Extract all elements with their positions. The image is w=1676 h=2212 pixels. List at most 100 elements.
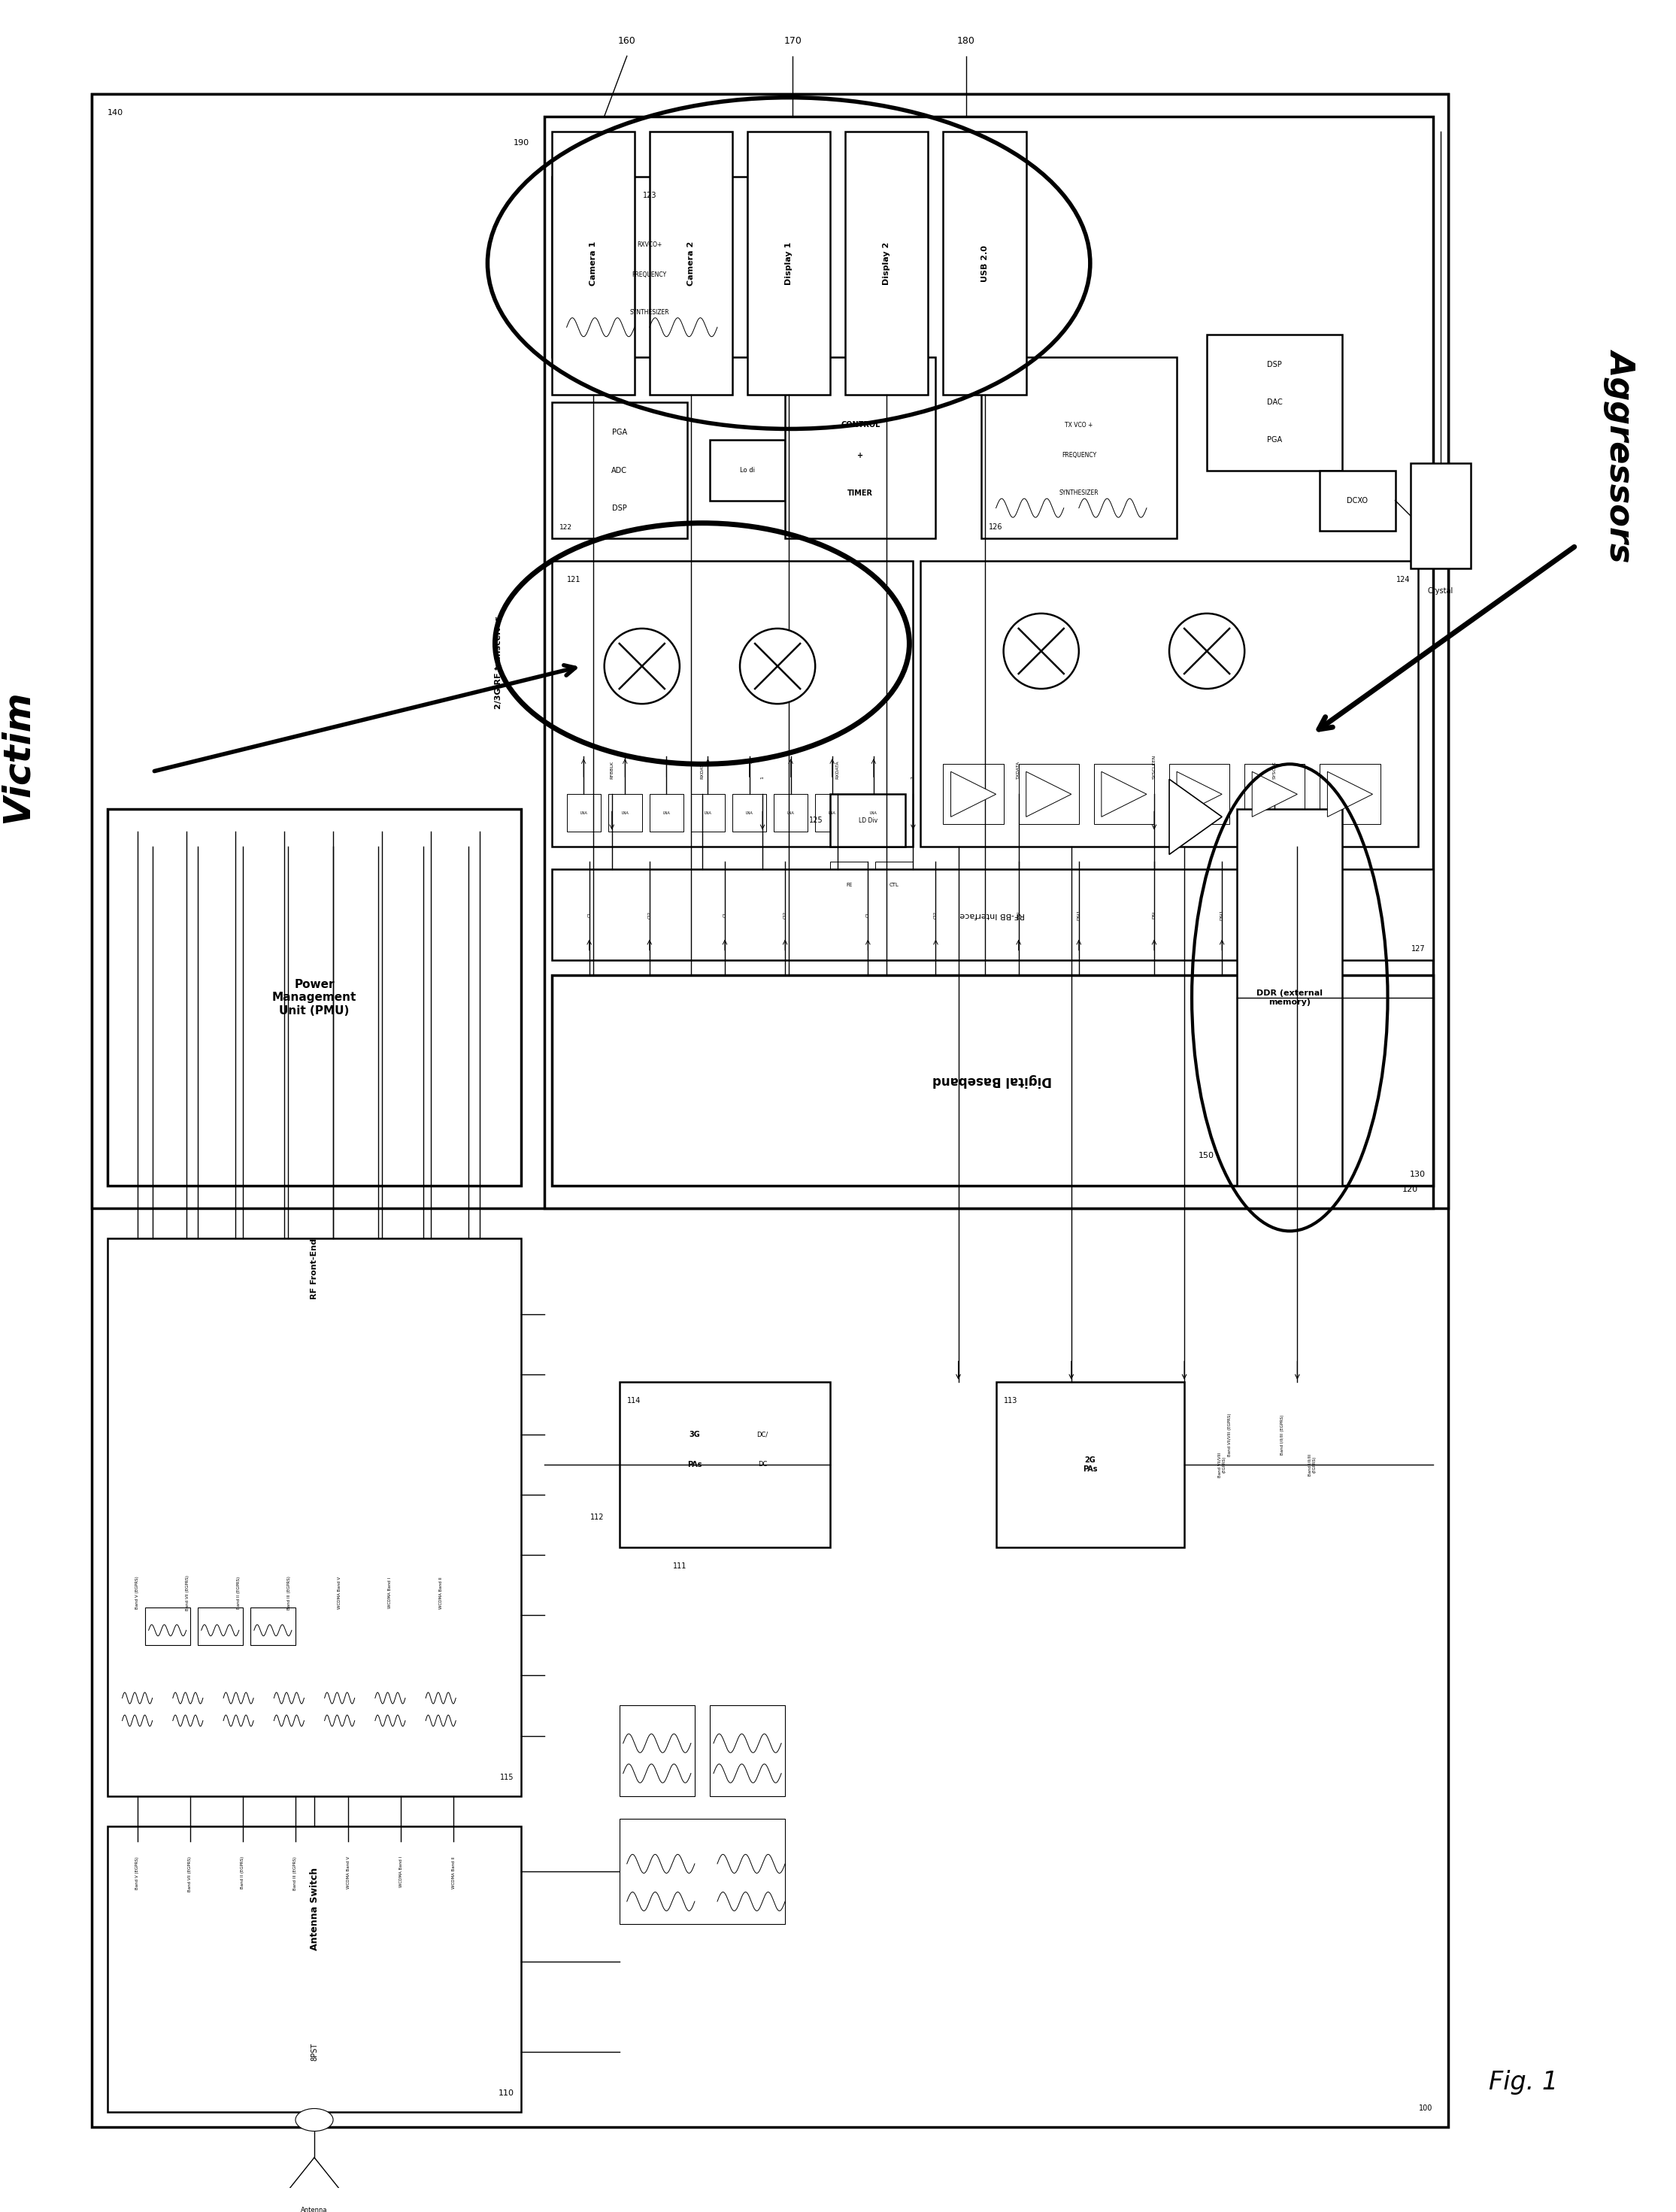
Text: 100: 100	[1420, 2106, 1433, 2112]
Bar	[551, 560, 913, 847]
Bar	[1170, 763, 1230, 825]
Bar	[551, 131, 635, 396]
Bar	[1321, 471, 1394, 531]
Text: Band III (EGPRS): Band III (EGPRS)	[287, 1575, 292, 1610]
Text: WCDMA Band II: WCDMA Band II	[453, 1856, 456, 1889]
Text: TX VCO +: TX VCO +	[1064, 422, 1093, 429]
Text: 122: 122	[560, 524, 572, 531]
Text: LNA: LNA	[746, 812, 753, 814]
Text: DSI: DSI	[1017, 911, 1021, 918]
Text: DSP: DSP	[1267, 361, 1282, 369]
Text: Power
Management
Unit (PMU): Power Management Unit (PMU)	[272, 980, 357, 1015]
Text: Camera 2: Camera 2	[687, 241, 694, 285]
Text: Band II (EGPRS): Band II (EGPRS)	[241, 1856, 245, 1889]
Text: ADC: ADC	[612, 467, 627, 473]
Text: LD Div: LD Div	[858, 816, 877, 823]
Bar	[784, 358, 935, 538]
Bar	[608, 794, 642, 832]
Text: Band VII (EGPRS): Band VII (EGPRS)	[186, 1575, 189, 1610]
Polygon shape	[1177, 772, 1222, 816]
Text: PGA: PGA	[612, 429, 627, 436]
Text: LNA: LNA	[622, 812, 628, 814]
Text: CTL: CTL	[890, 883, 898, 887]
Text: LNA: LNA	[828, 812, 836, 814]
Text: DSI1: DSI1	[1078, 909, 1081, 920]
Text: CONTROL: CONTROL	[841, 420, 880, 429]
Bar	[92, 93, 1448, 2128]
Text: RXDATA: RXDATA	[836, 761, 840, 779]
Text: PGA: PGA	[1267, 436, 1282, 445]
Text: SYNTHESIZER: SYNTHESIZER	[630, 310, 669, 316]
Bar	[144, 1608, 189, 1646]
Bar	[551, 177, 747, 358]
Bar	[620, 1382, 830, 1548]
Text: Band II (EGPRS): Band II (EGPRS)	[236, 1577, 240, 1608]
Text: LNA: LNA	[662, 812, 670, 814]
Text: DAC: DAC	[1267, 398, 1282, 407]
Text: Band V (EGPRS): Band V (EGPRS)	[136, 1856, 139, 1889]
Text: SYSCLKEN: SYSCLKEN	[1153, 754, 1156, 779]
Text: RXVCO+: RXVCO+	[637, 241, 662, 248]
Text: 125: 125	[810, 816, 823, 825]
Bar	[1207, 334, 1342, 471]
Text: 114: 114	[627, 1396, 640, 1405]
Text: 124: 124	[1396, 575, 1410, 584]
Text: DSI: DSI	[1153, 911, 1156, 918]
Bar	[551, 403, 687, 538]
Polygon shape	[1252, 772, 1297, 816]
Text: 140: 140	[107, 108, 122, 117]
Text: RXDATA: RXDATA	[701, 761, 704, 779]
Bar	[545, 117, 1433, 1208]
Bar	[996, 1382, 1185, 1548]
Bar	[250, 1608, 295, 1646]
Text: 121: 121	[566, 575, 580, 584]
Bar	[980, 358, 1177, 538]
Text: Band VII (EGPRS): Band VII (EGPRS)	[188, 1856, 191, 1891]
Text: 2G
PAs: 2G PAs	[1083, 1455, 1098, 1473]
Bar	[107, 810, 521, 1186]
Text: Band I/II/III
(EGPRS): Band I/II/III (EGPRS)	[1309, 1453, 1316, 1475]
Bar	[551, 975, 1433, 1186]
Text: Crystal: Crystal	[1428, 586, 1453, 595]
Text: FE: FE	[846, 883, 853, 887]
Text: 1: 1	[761, 776, 764, 779]
Text: PAs: PAs	[687, 1460, 702, 1469]
Text: TIMER: TIMER	[848, 489, 873, 498]
Bar	[650, 794, 684, 832]
Bar	[845, 131, 929, 396]
Text: DSP: DSP	[612, 504, 627, 511]
Text: 8PST: 8PST	[310, 2044, 318, 2062]
Text: 123: 123	[642, 192, 657, 199]
Text: 115: 115	[499, 1774, 515, 1781]
Text: Antenna Switch: Antenna Switch	[310, 1867, 318, 1951]
Bar	[815, 794, 850, 832]
Text: LNA: LNA	[870, 812, 877, 814]
Text: Band I/II/III (EGPRS): Band I/II/III (EGPRS)	[1280, 1413, 1284, 1455]
Text: DC/: DC/	[758, 1431, 768, 1438]
Text: WCDMA Band II: WCDMA Band II	[439, 1577, 442, 1608]
Text: WCDMA Band I: WCDMA Band I	[399, 1856, 402, 1887]
Text: Camera 1: Camera 1	[590, 241, 597, 285]
Text: 113: 113	[1004, 1396, 1017, 1405]
Text: 160: 160	[618, 35, 635, 46]
Bar	[1019, 763, 1079, 825]
Text: 130: 130	[1410, 1170, 1425, 1179]
Bar	[944, 131, 1026, 396]
Text: 2: 2	[912, 776, 915, 779]
Polygon shape	[1026, 772, 1071, 816]
Text: RF Front-End: RF Front-End	[310, 1239, 318, 1298]
Text: DSI1: DSI1	[1220, 909, 1223, 920]
Bar	[709, 440, 784, 500]
Text: 170: 170	[784, 35, 801, 46]
Bar	[107, 1827, 521, 2112]
Text: Fig. 1: Fig. 1	[1488, 2070, 1559, 2095]
Bar	[830, 794, 905, 847]
Text: RF-BB Interface: RF-BB Interface	[960, 911, 1024, 918]
Text: +: +	[858, 451, 863, 460]
Text: Antenna: Antenna	[302, 2208, 327, 2212]
Ellipse shape	[1170, 613, 1245, 688]
Bar	[732, 794, 766, 832]
Text: LNA: LNA	[788, 812, 794, 814]
Text: WCDMA Band V: WCDMA Band V	[347, 1856, 350, 1889]
Bar	[830, 863, 868, 907]
